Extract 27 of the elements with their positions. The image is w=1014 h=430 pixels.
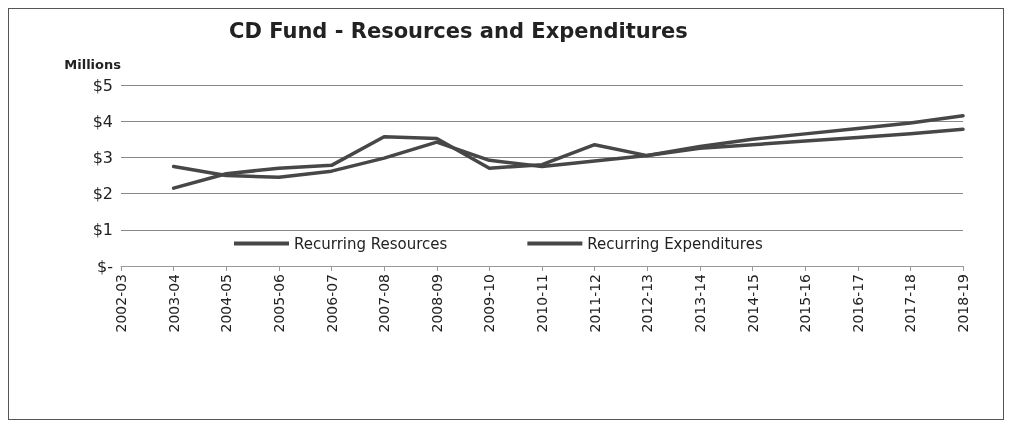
legend-label: Recurring Expenditures xyxy=(587,234,763,253)
x-tick-label: 2007-08 xyxy=(376,274,393,333)
x-tick-label: 2018-19 xyxy=(955,274,971,333)
x-tick-label: 2009-10 xyxy=(481,274,498,333)
legend-label: Recurring Resources xyxy=(294,234,448,253)
x-tick-label: 2008-09 xyxy=(428,274,445,333)
x-tick-label: 2003-04 xyxy=(165,273,182,333)
y-tick-label: $4 xyxy=(92,111,113,131)
y-tick-label: $1 xyxy=(92,220,113,240)
x-tick-label: 2010-11 xyxy=(534,274,550,333)
y-axis-title: Millions xyxy=(64,57,122,72)
x-tick-label: 2006-07 xyxy=(323,274,340,333)
x-tick-label: 2017-18 xyxy=(902,274,919,333)
chart-title: CD Fund - Resources and Expenditures xyxy=(229,18,688,43)
x-tick-label: 2002-03 xyxy=(113,274,129,333)
x-tick-label: 2015-16 xyxy=(797,273,814,333)
x-tick-label: 2013-14 xyxy=(691,273,708,333)
y-tick-label: $5 xyxy=(92,75,113,95)
x-tick-label: 2012-13 xyxy=(639,274,656,333)
x-tick-label: 2016-17 xyxy=(849,274,866,333)
x-tick-label: 2011-12 xyxy=(586,274,603,333)
y-tick-label: $3 xyxy=(92,147,113,167)
x-tick-label: 2014-15 xyxy=(744,274,761,333)
x-tick-label: 2005-06 xyxy=(270,273,287,333)
x-tick-label: 2004-05 xyxy=(218,274,235,333)
y-tick-label: $- xyxy=(97,256,113,276)
y-tick-label: $2 xyxy=(92,184,113,204)
